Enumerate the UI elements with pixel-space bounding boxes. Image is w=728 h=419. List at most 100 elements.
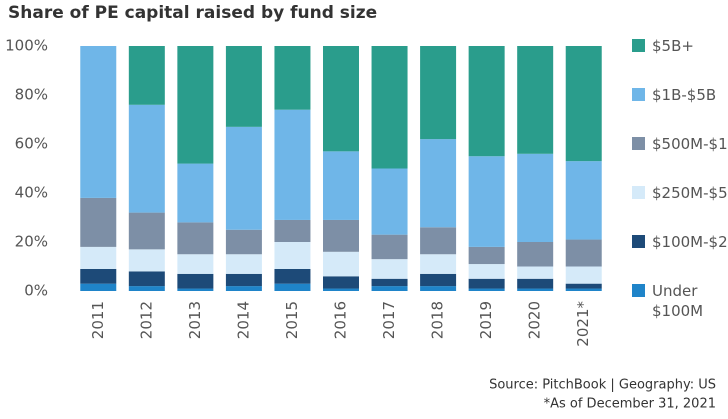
bar-segment [371, 168, 408, 235]
bar-segment [420, 254, 457, 274]
bar-segment [420, 286, 457, 291]
bar-segment [420, 273, 457, 287]
bar-segment [80, 46, 117, 198]
bar-segment [517, 278, 554, 289]
bar-segment [274, 283, 311, 291]
bar-segment [177, 273, 214, 289]
bar-segment [323, 276, 359, 289]
bar-segment [517, 153, 554, 242]
bar-segment [565, 266, 602, 284]
bar-segment [565, 288, 602, 291]
bar-segment [565, 161, 602, 240]
bar-segment [371, 278, 408, 287]
legend-label: $5B+ [652, 37, 694, 55]
bar-segment [468, 46, 505, 157]
bar-segment [274, 109, 311, 220]
bar-segment [80, 268, 117, 284]
bar-segment [468, 278, 505, 289]
bar-segment [128, 249, 165, 272]
bar-segment [371, 234, 408, 260]
bar-segment [225, 273, 262, 287]
bar-segment [371, 46, 408, 169]
legend-item: Under $100M [632, 281, 718, 321]
legend-swatch [632, 39, 645, 52]
bar-segment [128, 46, 165, 105]
bar-segment [177, 46, 214, 164]
legend-label: Under $100M [652, 282, 704, 320]
legend-swatch [632, 235, 645, 248]
y-tick-label: 40% [15, 184, 48, 202]
bar-segment [274, 268, 311, 284]
bar-segment [517, 288, 554, 291]
bar-segment [274, 219, 311, 242]
bar-segment [274, 242, 311, 269]
legend-item: $1B-$5B [632, 85, 718, 105]
legend-swatch [632, 186, 645, 199]
x-tick-label: 2012 [137, 301, 155, 339]
source: Source: PitchBook | Geography: US [489, 378, 716, 393]
bar-segment [468, 156, 505, 247]
x-tick-label: 2011 [89, 301, 107, 339]
bar-segment [517, 242, 554, 267]
bar-segment [323, 46, 359, 152]
bar-segment [323, 288, 359, 291]
y-tick-label: 100% [5, 37, 48, 55]
x-tick-label: 2013 [186, 301, 204, 339]
legend-label: $500M-$1B [652, 135, 728, 153]
legend-swatch [632, 88, 645, 101]
y-tick-label: 0% [24, 282, 48, 300]
bar-segment [323, 251, 359, 277]
x-tick-label: 2019 [477, 301, 495, 339]
legend-item: $500M-$1B [632, 134, 728, 154]
bar-segment [225, 286, 262, 291]
bar-segment [177, 222, 214, 255]
bar-segment [274, 46, 311, 110]
bar-segment [565, 239, 602, 267]
bar-segment [420, 139, 457, 228]
y-tick-label: 60% [15, 135, 48, 153]
bar-segment [225, 254, 262, 274]
chart-title: Share of PE capital raised by fund size [8, 3, 377, 23]
legend-item: $250M-$500M [632, 183, 728, 203]
bar-segment [468, 264, 505, 279]
bar-segment [468, 288, 505, 291]
bar-segment [80, 246, 117, 269]
bar-segment [177, 288, 214, 291]
bar-segment [128, 212, 165, 250]
x-tick-label: 2015 [283, 301, 301, 339]
legend-label: $250M-$500M [652, 184, 728, 202]
bar-segment [177, 254, 214, 274]
bar-segment [128, 286, 165, 291]
bar-segment [323, 219, 359, 252]
x-tick-label: 2018 [429, 301, 447, 339]
bar-segment [128, 104, 165, 213]
bar-segment [80, 283, 117, 291]
legend-label: $1B-$5B [652, 86, 717, 104]
x-tick-label: 2021* [574, 301, 592, 347]
x-tick-label: 2020 [526, 301, 544, 339]
bar-segment [323, 151, 359, 220]
x-tick-label: 2014 [234, 301, 252, 339]
bar-segment [371, 259, 408, 279]
legend-label: $100M-$250M [652, 233, 728, 251]
bar-segment [371, 286, 408, 291]
legend-item: $5B+ [632, 36, 718, 56]
y-tick-label: 20% [15, 233, 48, 251]
note: *As of December 31, 2021 [544, 397, 716, 412]
bar-segment [517, 266, 554, 279]
bar-segment [517, 46, 554, 154]
x-tick-label: 2016 [332, 301, 350, 339]
bar-segment [225, 126, 262, 230]
legend-item: $100M-$250M [632, 232, 728, 252]
bar-segment [225, 46, 262, 127]
x-tick-label: 2017 [380, 301, 398, 339]
bar-segment [420, 227, 457, 255]
y-tick-label: 80% [15, 86, 48, 104]
bar-segment [225, 229, 262, 255]
bar-segment [128, 271, 165, 287]
bar-segment [80, 197, 117, 247]
bar-segment [565, 283, 602, 289]
bar-segment [420, 46, 457, 140]
